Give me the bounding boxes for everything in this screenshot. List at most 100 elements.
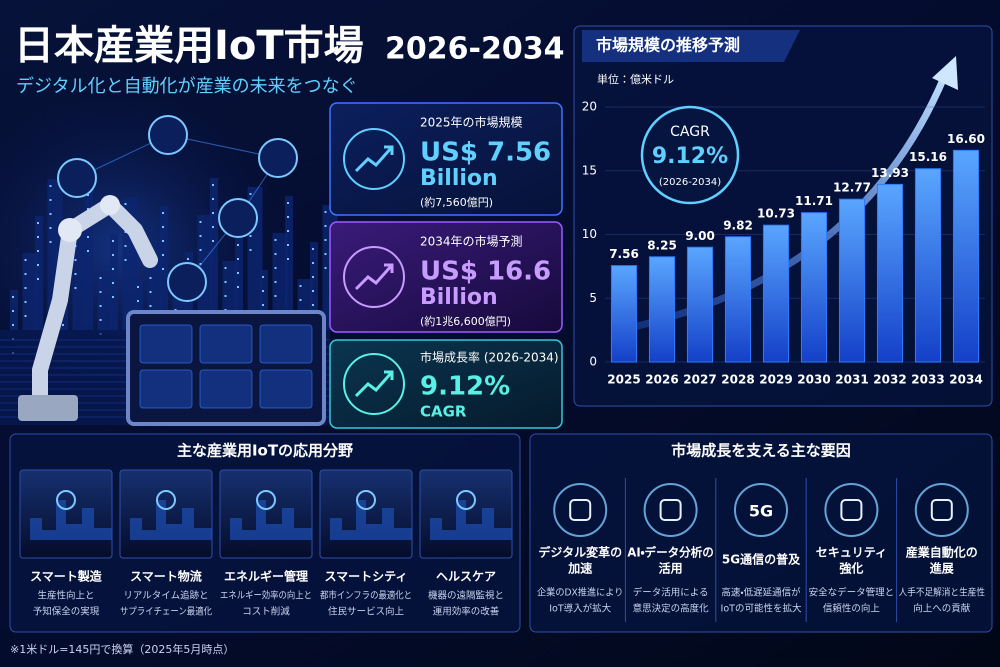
value-label: 8.25 — [647, 238, 677, 252]
application-skyline — [420, 500, 512, 540]
driver-name: 進展 — [930, 561, 954, 576]
bar — [914, 168, 942, 363]
window-light — [99, 319, 102, 321]
driver-desc: 企業のDX推進により — [537, 587, 623, 599]
window-light — [262, 276, 264, 278]
window-light — [87, 208, 89, 210]
application-name: ヘルスケア — [436, 570, 496, 584]
stat-unit: Billion — [420, 166, 498, 191]
window-light — [199, 235, 202, 237]
window-light — [149, 277, 152, 279]
x-tick-label: 2033 — [911, 373, 944, 387]
window-light — [287, 230, 289, 232]
window-light — [162, 212, 164, 214]
window-light — [37, 264, 39, 266]
window-light — [274, 295, 277, 297]
window-light — [124, 231, 127, 233]
x-tick-label: 2028 — [721, 373, 754, 387]
tablet-widget — [259, 324, 313, 364]
window-light — [112, 296, 114, 298]
application-desc: サプライチェーン最適化 — [120, 606, 212, 618]
window-light — [37, 250, 39, 252]
window-light — [124, 203, 127, 205]
bar — [762, 224, 790, 363]
window-light — [274, 281, 277, 283]
application-skyline — [220, 500, 312, 540]
application-skyline — [320, 500, 412, 540]
application-desc: 運用効率の改善 — [433, 606, 500, 618]
application-skyline — [20, 500, 112, 540]
stat-value: 9.12% — [420, 372, 510, 402]
window-light — [99, 291, 102, 293]
building — [97, 271, 113, 330]
stat-note: (約7,560億円) — [420, 195, 493, 209]
window-light — [112, 240, 114, 242]
window-light — [162, 254, 164, 256]
window-light — [99, 277, 102, 279]
window-light — [24, 287, 27, 289]
driver-name: AI・データ分析の — [627, 545, 713, 560]
chart-title: 市場規模の推移予測 — [596, 36, 740, 55]
window-light — [87, 194, 89, 196]
application-skyline — [120, 500, 212, 540]
stat-value: US$ 16.6 — [420, 257, 551, 287]
stat-card — [329, 339, 563, 429]
stat-label: 2025年の市場規模 — [420, 115, 523, 130]
window-light — [49, 227, 52, 229]
window-light — [74, 287, 77, 289]
window-light — [99, 305, 102, 307]
window-light — [112, 254, 114, 256]
stat-icon-arrow — [354, 263, 394, 291]
application-name: スマート物流 — [130, 569, 202, 584]
window-light — [74, 259, 77, 261]
building — [260, 270, 268, 330]
window-light — [212, 226, 214, 228]
building — [272, 233, 288, 330]
value-label: 10.73 — [757, 207, 795, 221]
value-label: 7.56 — [609, 247, 639, 261]
building — [197, 215, 213, 330]
window-light — [324, 225, 327, 227]
y-tick-label: 0 — [589, 355, 597, 369]
window-light — [37, 222, 39, 224]
unit-label: 単位：億米ドル — [597, 72, 674, 86]
network-icon — [148, 115, 188, 155]
window-light — [237, 272, 239, 274]
driver-desc: 人手不足解消と生産性 — [899, 587, 986, 599]
window-light — [312, 276, 314, 278]
window-light — [299, 299, 302, 301]
window-light — [249, 193, 252, 195]
driver-name: 加速 — [567, 561, 592, 576]
title-years: 2026-2034 — [385, 32, 564, 67]
driver-name: 強化 — [839, 561, 863, 576]
bar — [952, 149, 980, 363]
window-light — [299, 285, 302, 287]
driver-name: セキュリティ — [816, 546, 887, 560]
window-light — [274, 267, 277, 269]
window-light — [262, 290, 264, 292]
applications-title: 主な産業用IoTの応用分野 — [177, 442, 353, 460]
window-light — [49, 199, 52, 201]
window-light — [287, 216, 289, 218]
window-light — [24, 315, 27, 317]
window-light — [162, 268, 164, 270]
bar — [876, 183, 904, 363]
value-label: 11.71 — [795, 194, 833, 208]
window-light — [324, 253, 327, 255]
bar — [686, 246, 714, 363]
main-title: 日本産業用IoT市場 — [14, 23, 364, 69]
application-glow — [256, 490, 276, 510]
driver-name: 5G通信の普及 — [722, 552, 801, 567]
driver-icon — [643, 483, 698, 537]
application-name: エネルギー管理 — [224, 569, 308, 584]
stat-icon — [343, 128, 405, 190]
window-light — [199, 221, 202, 223]
window-light — [24, 301, 27, 303]
application-desc: 生産性向上と — [37, 590, 94, 602]
building — [285, 196, 293, 330]
network-icon — [57, 158, 97, 198]
network-icon — [167, 262, 207, 302]
